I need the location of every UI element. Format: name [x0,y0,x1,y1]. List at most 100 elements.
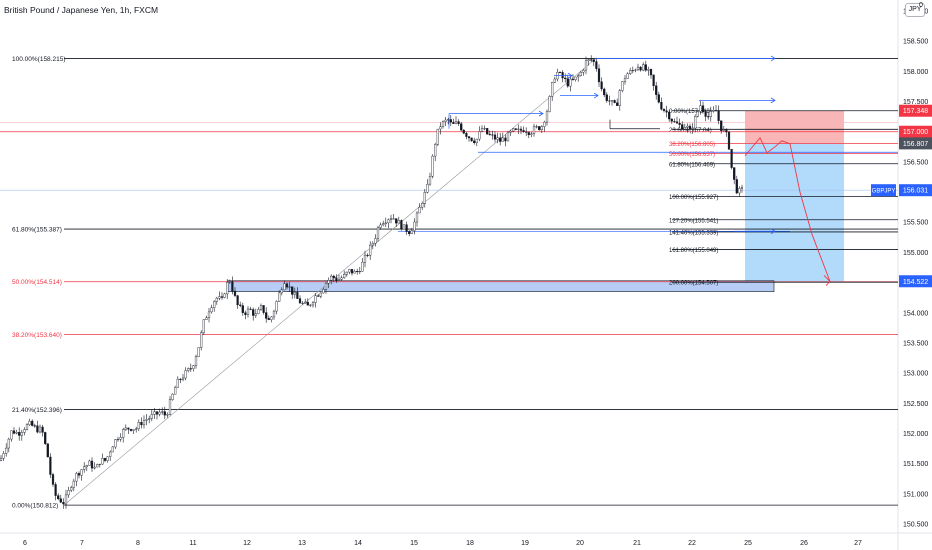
candle-body [259,305,263,310]
candle-body [543,121,546,127]
candle-body [179,378,182,380]
projected-path-head [823,275,831,286]
candle-body [454,121,458,124]
candle-body [421,203,424,208]
candle-body [283,283,286,291]
candle-body [309,304,312,306]
candle-body [444,119,447,122]
candle-body [98,463,101,465]
candle-body [153,411,156,415]
candle-body [478,131,481,140]
candle-body [0,457,3,461]
candle-body [527,132,530,135]
candle-body [579,72,582,76]
candle-body [636,66,640,71]
x-tick-label: 25 [744,540,752,547]
candle-body [304,301,307,304]
candle-body [426,183,429,193]
fib-level-label: 161.80%(155.049) [669,248,718,254]
candle-body [85,465,88,467]
candle-body [244,312,247,315]
candle-body [67,490,70,496]
candle-body [738,187,741,194]
fib-level-label: 50.00%(156.637) [669,152,715,158]
candle-body [460,123,463,131]
candle-body [59,498,62,503]
candle-body [457,121,460,124]
candle-body [486,128,489,135]
y-tick-label: 155.500 [903,220,928,227]
y-tick-label: 152.000 [903,431,928,438]
candle-body [517,128,520,130]
candle-body [7,438,10,449]
candle-body [673,120,676,122]
candle-body [70,487,73,491]
candle-body [267,318,270,320]
candle-body [319,292,322,297]
candle-body [405,224,408,232]
candle-body [530,133,533,135]
fib-level-label: 21.40%(152.396) [12,407,62,414]
candle-body [564,77,567,80]
candle-body [36,425,39,433]
candle-body [298,298,302,304]
candle-body [613,100,616,103]
stop-loss-zone [745,110,844,144]
candle-body [569,78,572,87]
candle-body [210,307,213,313]
candle-body [493,134,497,140]
y-tick-label: 151.000 [903,491,928,498]
candle-body [509,130,512,133]
x-tick-label: 19 [521,540,529,547]
candle-body [252,309,255,316]
candle-body [725,129,728,133]
candle-body [631,70,634,72]
candle-body [629,70,632,74]
candle-body [522,130,525,132]
y-tick-label: 154.000 [903,310,928,317]
candle-body [249,308,252,310]
candle-body [296,292,299,299]
candle-body [701,105,705,112]
candle-body [23,429,26,433]
price-tag [899,275,932,288]
candle-body [504,137,507,142]
projection-arrow-head [770,228,776,235]
candle-body [655,85,658,95]
candle-body [431,155,434,177]
candle-body [197,347,200,358]
y-tick-label: 158.000 [903,69,928,76]
candle-body [540,126,543,130]
y-tick-label: 150.500 [903,521,928,528]
candle-body [114,439,117,448]
fib-level-label: 127.20%(155.541) [669,218,718,224]
candle-body [335,277,338,281]
y-tick-label: 157.500 [903,99,928,106]
candle-body [662,109,666,111]
candle-body [371,243,374,246]
fib-level-label: 100.00%(155.927) [669,195,718,201]
candle-body [137,422,140,429]
candle-body [652,74,655,87]
projected-path [744,136,831,282]
candle-body [278,292,281,302]
candle-body [491,134,494,136]
candle-body [584,60,588,71]
candle-body [5,447,8,454]
fib-level-label: 50.00%(154.514) [12,279,62,286]
candle-body [33,425,36,427]
candle-body [111,446,114,453]
candle-body [49,456,52,475]
candle-body [415,212,419,223]
currency-badge[interactable]: JPY [905,3,925,17]
candle-body [62,502,65,505]
price-tag-label: 154.522 [903,279,928,286]
candle-body [532,126,536,135]
candle-body [709,111,712,117]
candle-body [675,121,679,124]
candle-body [353,271,356,274]
candle-body [246,308,250,316]
candle-body [356,271,359,273]
